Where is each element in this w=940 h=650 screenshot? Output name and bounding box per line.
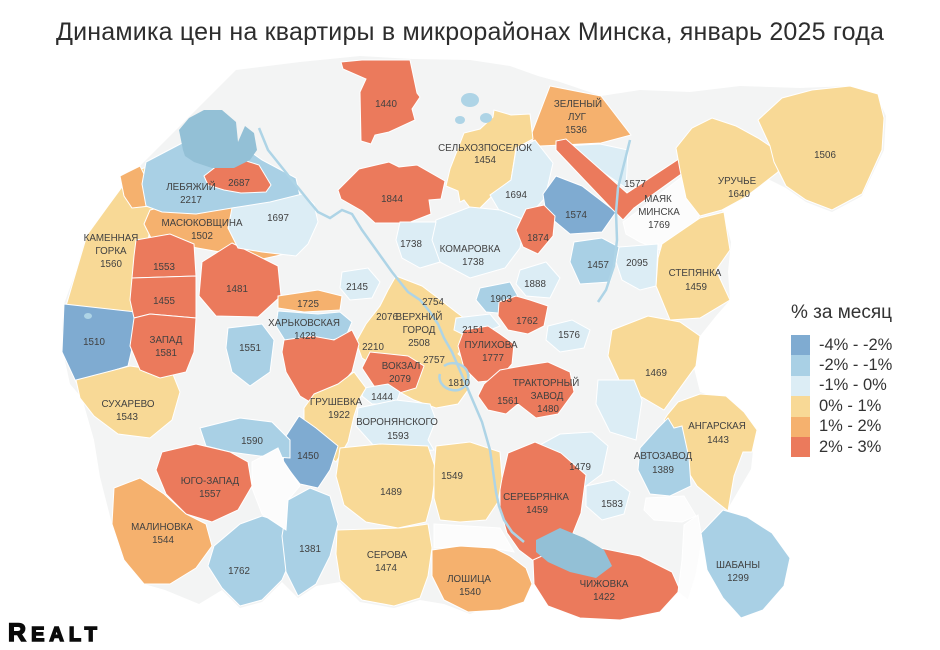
svg-text:1593: 1593 bbox=[387, 431, 409, 442]
svg-text:1510: 1510 bbox=[83, 337, 105, 348]
svg-text:1459: 1459 bbox=[526, 505, 548, 516]
svg-text:ПУЛИХОВА: ПУЛИХОВА bbox=[465, 340, 518, 351]
svg-text:ГОРОД: ГОРОД bbox=[403, 325, 436, 336]
svg-text:1536: 1536 bbox=[565, 125, 587, 136]
svg-text:ВОКЗАЛ: ВОКЗАЛ bbox=[382, 361, 421, 372]
svg-text:2217: 2217 bbox=[180, 195, 202, 206]
svg-text:СЕРОВА: СЕРОВА bbox=[367, 550, 408, 561]
svg-text:1922: 1922 bbox=[328, 410, 350, 421]
svg-text:1299: 1299 bbox=[727, 573, 749, 584]
svg-text:1474: 1474 bbox=[375, 563, 397, 574]
svg-text:1590: 1590 bbox=[241, 436, 263, 447]
svg-text:СУХАРЕВО: СУХАРЕВО bbox=[102, 399, 155, 410]
svg-text:1777: 1777 bbox=[482, 353, 504, 364]
svg-text:1553: 1553 bbox=[153, 262, 175, 273]
svg-text:1738: 1738 bbox=[400, 239, 422, 250]
svg-text:2151: 2151 bbox=[462, 325, 484, 336]
svg-text:2145: 2145 bbox=[346, 282, 368, 293]
svg-text:2210: 2210 bbox=[362, 342, 384, 353]
svg-text:МАСЮКОВЩИНА: МАСЮКОВЩИНА bbox=[161, 218, 243, 229]
svg-text:1574: 1574 bbox=[565, 210, 587, 221]
svg-text:1549: 1549 bbox=[441, 471, 463, 482]
svg-text:1874: 1874 bbox=[527, 233, 549, 244]
svg-text:ГОРКА: ГОРКА bbox=[95, 246, 127, 257]
svg-text:1489: 1489 bbox=[380, 487, 402, 498]
svg-text:1457: 1457 bbox=[587, 260, 609, 271]
svg-text:ЛЕБЯЖИЙ: ЛЕБЯЖИЙ bbox=[166, 181, 216, 193]
svg-text:1480: 1480 bbox=[537, 404, 559, 415]
svg-text:2508: 2508 bbox=[408, 338, 430, 349]
svg-text:СТЕПЯНКА: СТЕПЯНКА bbox=[669, 268, 722, 279]
svg-text:ЛОШИЦА: ЛОШИЦА bbox=[447, 574, 491, 585]
svg-text:1697: 1697 bbox=[267, 213, 289, 224]
svg-text:1422: 1422 bbox=[593, 592, 615, 603]
svg-text:ВЕРХНИЙ: ВЕРХНИЙ bbox=[396, 311, 443, 323]
svg-text:ЮГО-ЗАПАД: ЮГО-ЗАПАД bbox=[181, 476, 240, 487]
svg-text:СЕЛЬХОЗПОСЕЛОК: СЕЛЬХОЗПОСЕЛОК bbox=[438, 143, 532, 154]
svg-text:1762: 1762 bbox=[228, 566, 250, 577]
svg-text:1762: 1762 bbox=[516, 316, 538, 327]
svg-text:ЛУГ: ЛУГ bbox=[568, 112, 587, 123]
svg-text:1544: 1544 bbox=[152, 535, 174, 546]
svg-text:КАМЕННАЯ: КАМЕННАЯ bbox=[84, 233, 139, 244]
svg-text:СЕРЕБРЯНКА: СЕРЕБРЯНКА bbox=[503, 492, 569, 503]
svg-text:МАЛИНОВКА: МАЛИНОВКА bbox=[131, 522, 193, 533]
svg-text:1576: 1576 bbox=[558, 330, 580, 341]
svg-text:ЧИЖОВКА: ЧИЖОВКА bbox=[580, 579, 629, 590]
svg-text:1540: 1540 bbox=[459, 587, 481, 598]
svg-text:2076: 2076 bbox=[376, 312, 398, 323]
svg-text:1389: 1389 bbox=[652, 465, 674, 476]
svg-text:МАЯК: МАЯК bbox=[644, 194, 672, 205]
svg-text:УРУЧЬЕ: УРУЧЬЕ bbox=[718, 176, 757, 187]
svg-text:ВОРОНЯНСКОГО: ВОРОНЯНСКОГО bbox=[356, 417, 438, 428]
svg-text:ГРУШЕВКА: ГРУШЕВКА bbox=[310, 397, 363, 408]
svg-text:1450: 1450 bbox=[297, 451, 319, 462]
svg-text:1444: 1444 bbox=[371, 392, 393, 403]
svg-text:1454: 1454 bbox=[474, 155, 496, 166]
svg-text:1577: 1577 bbox=[624, 179, 646, 190]
svg-text:ЗЕЛЕНЫЙ: ЗЕЛЕНЫЙ bbox=[554, 98, 602, 110]
svg-text:1551: 1551 bbox=[239, 343, 261, 354]
svg-text:ЗАВОД: ЗАВОД bbox=[531, 391, 564, 402]
svg-text:1440: 1440 bbox=[375, 99, 397, 110]
svg-text:ШАБАНЫ: ШАБАНЫ bbox=[716, 560, 760, 571]
svg-text:2754: 2754 bbox=[422, 297, 444, 308]
svg-text:1561: 1561 bbox=[497, 396, 519, 407]
svg-text:2079: 2079 bbox=[389, 374, 411, 385]
svg-text:ТРАКТОРНЫЙ: ТРАКТОРНЫЙ bbox=[513, 377, 580, 389]
svg-text:1479: 1479 bbox=[569, 462, 591, 473]
svg-text:1581: 1581 bbox=[155, 348, 177, 359]
svg-text:1443: 1443 bbox=[707, 435, 729, 446]
svg-text:АВТОЗАВОД: АВТОЗАВОД bbox=[634, 451, 693, 462]
svg-text:1725: 1725 bbox=[297, 299, 319, 310]
svg-text:1502: 1502 bbox=[191, 231, 213, 242]
svg-text:ХАРЬКОВСКАЯ: ХАРЬКОВСКАЯ bbox=[268, 318, 340, 329]
svg-text:1381: 1381 bbox=[299, 544, 321, 555]
svg-text:1506: 1506 bbox=[814, 150, 836, 161]
svg-text:1769: 1769 bbox=[648, 220, 670, 231]
svg-text:1583: 1583 bbox=[601, 499, 623, 510]
svg-text:1560: 1560 bbox=[100, 259, 122, 270]
svg-text:1481: 1481 bbox=[226, 284, 248, 295]
svg-text:1557: 1557 bbox=[199, 489, 221, 500]
svg-text:МИНСКА: МИНСКА bbox=[638, 207, 680, 218]
svg-text:1844: 1844 bbox=[381, 194, 403, 205]
svg-text:1810: 1810 bbox=[448, 378, 470, 389]
svg-text:2095: 2095 bbox=[626, 258, 648, 269]
svg-text:АНГАРСКАЯ: АНГАРСКАЯ bbox=[688, 421, 746, 432]
svg-text:1455: 1455 bbox=[153, 296, 175, 307]
svg-text:1459: 1459 bbox=[685, 282, 707, 293]
svg-text:1640: 1640 bbox=[728, 189, 750, 200]
svg-text:2687: 2687 bbox=[228, 178, 250, 189]
svg-text:1694: 1694 bbox=[505, 190, 527, 201]
svg-text:1738: 1738 bbox=[462, 257, 484, 268]
svg-text:1428: 1428 bbox=[294, 331, 316, 342]
svg-text:1903: 1903 bbox=[490, 294, 512, 305]
svg-text:КОМАРОВКА: КОМАРОВКА bbox=[440, 244, 501, 255]
svg-text:1469: 1469 bbox=[645, 368, 667, 379]
svg-text:ЗАПАД: ЗАПАД bbox=[150, 335, 183, 346]
svg-text:1543: 1543 bbox=[116, 412, 138, 423]
svg-text:2757: 2757 bbox=[423, 355, 445, 366]
svg-text:1888: 1888 bbox=[524, 279, 546, 290]
